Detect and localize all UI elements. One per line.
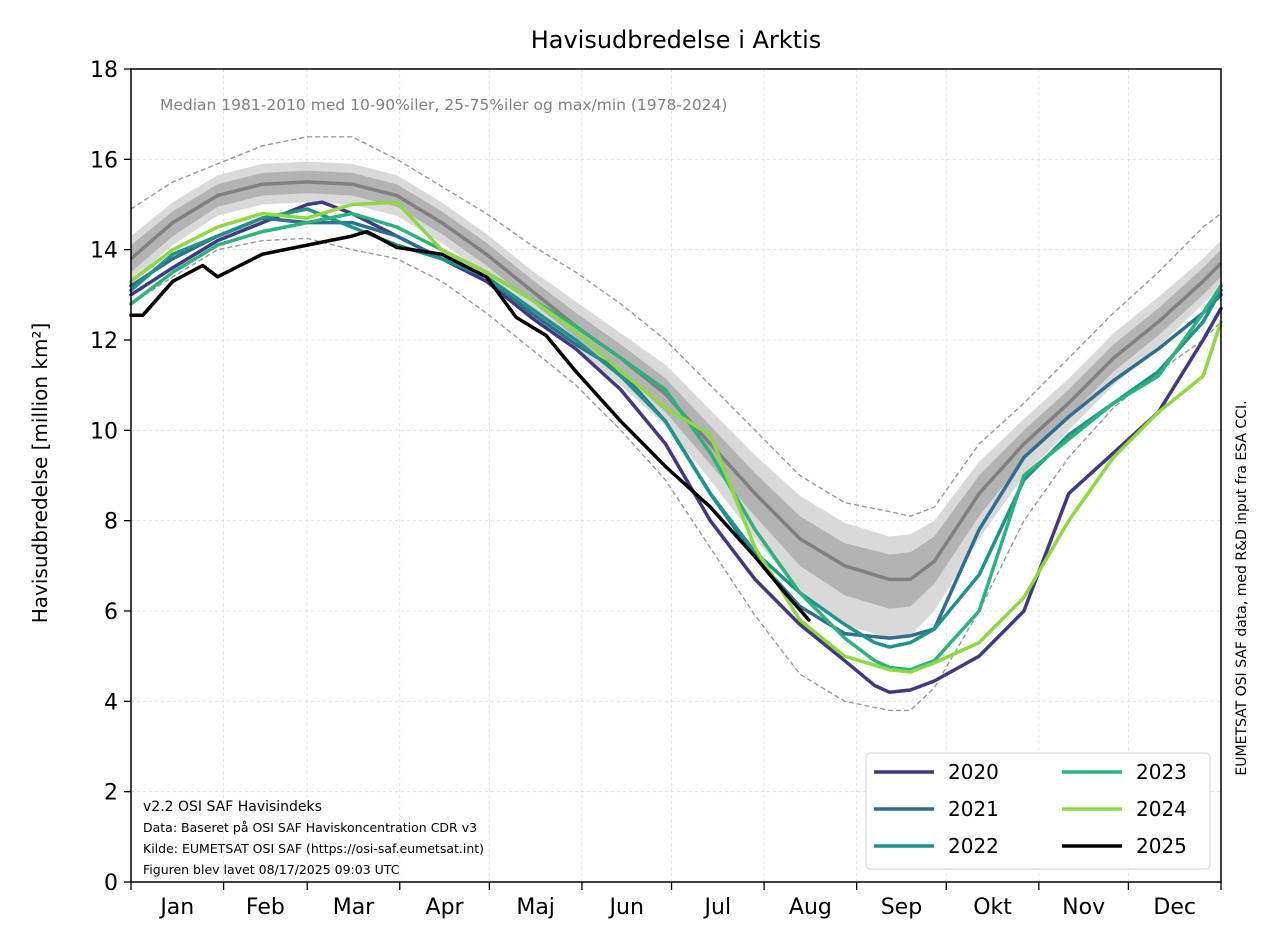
legend-label-2023: 2023 <box>1136 760 1187 784</box>
y-tick-label: 0 <box>104 871 118 896</box>
footer-block: v2.2 OSI SAF Havisindeks Data: Baseret p… <box>143 799 484 877</box>
climatology-bands <box>129 136 1223 712</box>
y-tick-label: 8 <box>104 510 118 535</box>
x-tick-label-mar: Mar <box>333 895 375 920</box>
footer-created: Figuren blev lavet 08/17/2025 09:03 UTC <box>143 862 400 877</box>
series-line-2024 <box>129 200 1223 674</box>
x-tick-label-dec: Dec <box>1153 895 1196 920</box>
x-tick-label-feb: Feb <box>246 895 285 920</box>
legend-label-2021: 2021 <box>948 797 999 821</box>
legend-label-2025: 2025 <box>1136 834 1187 858</box>
x-tick-label-sep: Sep <box>881 895 922 920</box>
y-tick-label: 2 <box>104 781 118 806</box>
line-max <box>130 136 1222 517</box>
y-tick-label: 6 <box>104 600 118 625</box>
footer-data: Data: Baseret på OSI SAF Haviskoncentrat… <box>143 820 477 835</box>
y-axis-label: Havisudbredelse [million km²] <box>28 323 52 624</box>
y-tick-label: 16 <box>90 148 118 173</box>
x-tick-label-jun: Jun <box>608 895 644 920</box>
footer-version: v2.2 OSI SAF Havisindeks <box>143 799 322 815</box>
x-tick-label-nov: Nov <box>1062 895 1105 920</box>
y-tick-label: 12 <box>90 329 118 354</box>
y-tick-label: 14 <box>90 239 118 264</box>
plot-frame <box>130 68 1222 883</box>
chart-title: Havisudbredelse i Arktis <box>531 26 822 54</box>
x-tick-label-jan: Jan <box>158 895 194 920</box>
legend-label-2022: 2022 <box>948 834 999 858</box>
line-median <box>129 180 1223 582</box>
legend-box <box>865 752 1211 870</box>
y-tick-label: 4 <box>104 690 118 715</box>
x-tick-label-jul: Jul <box>703 895 732 920</box>
axes: 0 2 4 6 8 10 12 14 16 18 Jan Feb Mar Apr Maj Jun Jul Aug S… <box>90 58 1222 920</box>
y-tick-label: 18 <box>90 58 118 83</box>
band-25-75 <box>131 170 1221 609</box>
series-line-2023 <box>129 211 1223 672</box>
series-lines <box>129 200 1223 695</box>
series-line-2025 <box>129 229 811 622</box>
side-note: EUMETSAT OSI SAF data, med R&D input fra… <box>1234 400 1250 775</box>
legend: 2020 2021 2022 2023 2024 2025 <box>865 752 1211 870</box>
legend-label-2020: 2020 <box>948 760 999 784</box>
x-tick-label-aug: Aug <box>789 895 832 920</box>
x-tick-label-apr: Apr <box>426 895 465 920</box>
legend-label-2024: 2024 <box>1136 797 1187 821</box>
chart-subtitle: Median 1981-2010 med 10-90%iler, 25-75%i… <box>160 96 727 114</box>
y-tick-label: 10 <box>90 419 118 444</box>
x-tick-label-okt: Okt <box>973 895 1012 920</box>
x-tick-label-maj: Maj <box>516 895 555 920</box>
footer-source: Kilde: EUMETSAT OSI SAF (https://osi-saf… <box>143 841 484 856</box>
